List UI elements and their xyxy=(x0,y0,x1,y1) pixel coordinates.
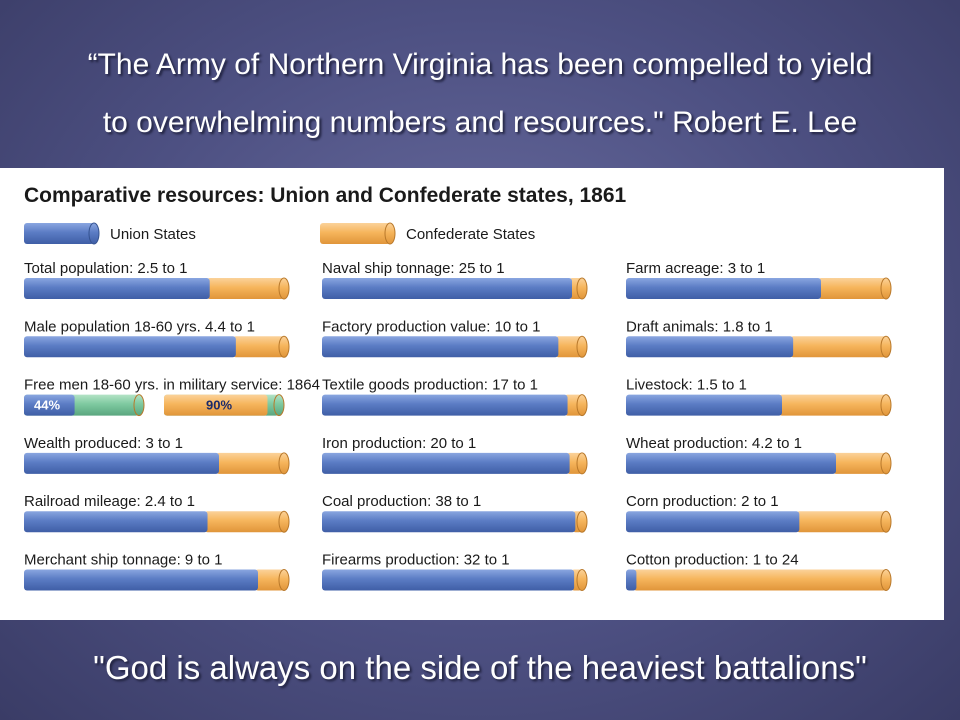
confederate-bar xyxy=(206,277,290,300)
chart-bars: Total population: 2.5 to 1 Male populatio… xyxy=(24,260,892,591)
resource-row: Factory production value: 10 to 1 xyxy=(322,318,588,358)
chart-column-3: Farm acreage: 3 to 1 Draft animals: 1.8 t… xyxy=(626,260,892,591)
union-bar xyxy=(322,569,575,591)
resource-row: Male population 18-60 yrs. 4.4 to 1 xyxy=(24,318,290,358)
bar-label: Free men 18-60 yrs. in military service:… xyxy=(24,377,320,394)
resource-row: Livestock: 1.5 to 1 xyxy=(626,377,892,417)
confederate-bar xyxy=(833,452,892,475)
legend-label: Confederate States xyxy=(406,226,535,243)
resource-row: Coal production: 38 to 1 xyxy=(322,493,588,533)
military-confederate-bar xyxy=(164,394,268,416)
confederate-bar xyxy=(796,510,892,533)
bar-label: Factory production value: 10 to 1 xyxy=(322,318,540,335)
union-bar xyxy=(626,336,794,358)
bar-label: Male population 18-60 yrs. 4.4 to 1 xyxy=(24,318,255,335)
quote-top: “The Army of Northern Virginia has been … xyxy=(0,36,960,152)
legend-swatch xyxy=(320,223,390,244)
bar-label: Corn production: 2 to 1 xyxy=(626,493,779,510)
military-union-value: 44% xyxy=(34,398,60,413)
union-bar xyxy=(322,452,570,474)
resource-row: Firearms production: 32 to 1 xyxy=(322,552,588,591)
military-confederate-value: 90% xyxy=(206,398,232,413)
union-bar xyxy=(322,336,559,358)
bar-label: Firearms production: 32 to 1 xyxy=(322,552,510,569)
chart-column-1: Total population: 2.5 to 1 Male populatio… xyxy=(24,260,320,591)
bar-label: Wealth produced: 3 to 1 xyxy=(24,435,183,452)
union-bar xyxy=(322,394,568,416)
bar-label: Total population: 2.5 to 1 xyxy=(24,260,187,277)
union-bar xyxy=(626,278,821,299)
bar-label: Textile goods production: 17 to 1 xyxy=(322,377,538,394)
bar-label: Naval ship tonnage: 25 to 1 xyxy=(322,260,505,277)
bar-label: Iron production: 20 to 1 xyxy=(322,435,476,452)
union-bar xyxy=(24,336,236,358)
chart-title: Comparative resources: Union and Confede… xyxy=(24,184,627,207)
military-union-bar xyxy=(24,394,75,416)
union-bar xyxy=(24,569,258,591)
resource-row: Corn production: 2 to 1 xyxy=(626,493,892,533)
union-bar xyxy=(626,394,782,416)
legend-entry-confederate: Confederate States xyxy=(320,222,535,245)
bar-label: Livestock: 1.5 to 1 xyxy=(626,377,747,394)
confederate-bar xyxy=(779,394,892,417)
resource-row: Iron production: 20 to 1 xyxy=(322,435,588,475)
bar-label: Wheat production: 4.2 to 1 xyxy=(626,435,802,452)
chart-column-2: Naval ship tonnage: 25 to 1 Factory produ… xyxy=(322,260,588,591)
resource-row: Farm acreage: 3 to 1 xyxy=(626,260,892,300)
union-bar xyxy=(626,452,836,474)
union-bar xyxy=(24,278,210,299)
bar-label: Coal production: 38 to 1 xyxy=(322,493,481,510)
confederate-bar xyxy=(566,452,588,475)
confederate-bar xyxy=(216,452,290,475)
resource-row: Total population: 2.5 to 1 xyxy=(24,260,290,300)
resource-row: Wheat production: 4.2 to 1 xyxy=(626,435,892,475)
union-bar xyxy=(24,511,208,533)
chart-panel: Comparative resources: Union and Confede… xyxy=(0,168,944,620)
resource-row: Naval ship tonnage: 25 to 1 xyxy=(322,260,588,300)
resource-row: Textile goods production: 17 to 1 xyxy=(322,377,588,417)
bar-label: Cotton production: 1 to 24 xyxy=(626,552,799,569)
confederate-bar xyxy=(255,569,290,591)
legend-entry-union: Union States xyxy=(24,222,196,245)
quote-top-line-1: “The Army of Northern Virginia has been … xyxy=(87,48,873,81)
chart-legend: Union States Confederate States xyxy=(24,222,535,245)
confederate-bar xyxy=(232,335,290,358)
union-bar xyxy=(626,569,637,591)
union-bar xyxy=(24,452,219,474)
resource-row: Wealth produced: 3 to 1 xyxy=(24,435,290,475)
confederate-bar xyxy=(555,335,588,358)
resources-chart: Comparative resources: Union and Confede… xyxy=(24,184,892,591)
legend-label: Union States xyxy=(110,226,196,243)
bar-label: Railroad mileage: 2.4 to 1 xyxy=(24,493,195,510)
resource-row: Cotton production: 1 to 24 xyxy=(626,552,892,591)
union-bar xyxy=(626,511,800,533)
union-bar xyxy=(322,278,572,299)
bar-label: Merchant ship tonnage: 9 to 1 xyxy=(24,552,222,569)
confederate-bar xyxy=(564,394,588,417)
bar-label: Draft animals: 1.8 to 1 xyxy=(626,318,773,335)
confederate-bar xyxy=(633,569,892,591)
quote-top-line-2: to overwhelming numbers and resources." … xyxy=(102,106,858,139)
union-bar xyxy=(322,511,576,533)
confederate-bar xyxy=(204,510,290,533)
resource-row: Railroad mileage: 2.4 to 1 xyxy=(24,493,290,533)
confederate-bar xyxy=(818,277,892,300)
bar-label: Farm acreage: 3 to 1 xyxy=(626,260,765,277)
resource-row: Merchant ship tonnage: 9 to 1 xyxy=(24,552,290,591)
legend-swatch xyxy=(24,223,94,244)
confederate-bar xyxy=(790,335,892,358)
resource-row: Free men 18-60 yrs. in military service:… xyxy=(24,377,320,417)
confederate-bar xyxy=(569,277,588,300)
quote-bottom: "God is always on the side of the heavie… xyxy=(93,649,867,686)
resource-row: Draft animals: 1.8 to 1 xyxy=(626,318,892,358)
